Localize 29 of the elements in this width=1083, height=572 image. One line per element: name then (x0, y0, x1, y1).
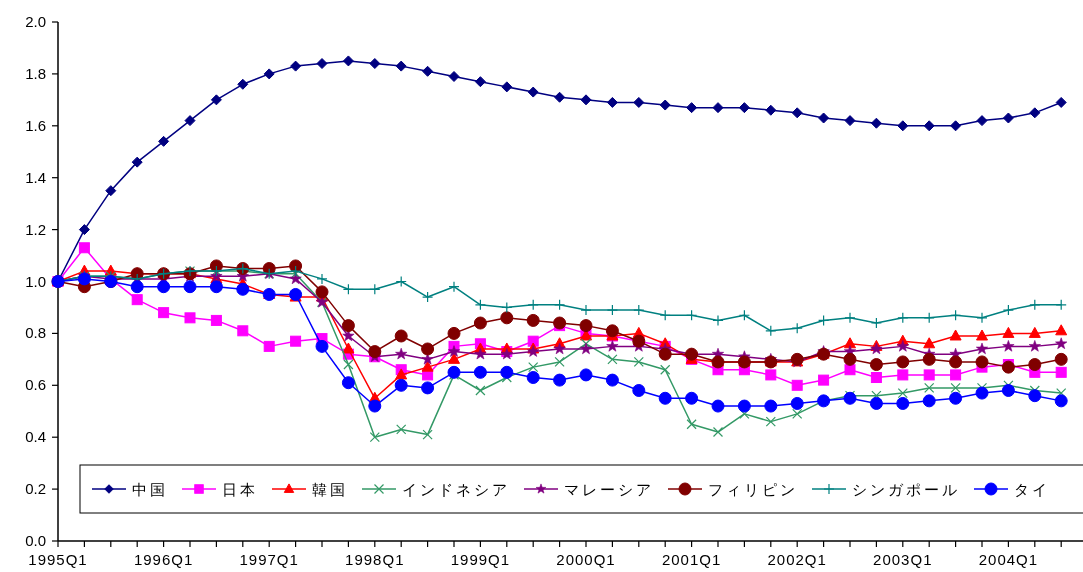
x-tick-label: 1998Q1 (345, 551, 405, 568)
y-tick-label: 0.8 (25, 324, 46, 342)
y-tick-label: 0.6 (25, 376, 46, 394)
legend-label: シンガポール (852, 481, 960, 498)
x-tick-label: 1995Q1 (28, 551, 88, 568)
y-tick-label: 0.2 (25, 480, 46, 498)
legend-label: マレーシア (564, 481, 654, 498)
legend-label: タイ (1014, 481, 1050, 498)
x-tick-label: 2002Q1 (767, 551, 827, 568)
legend-label: 中国 (132, 481, 168, 498)
x-tick-label: 1999Q1 (450, 551, 511, 568)
y-tick-label: 0.4 (25, 428, 46, 446)
y-tick-label: 0.0 (25, 532, 46, 549)
legend-label: フィリピン (708, 481, 798, 498)
x-tick-label: 1997Q1 (239, 551, 299, 568)
y-tick-label: 1.0 (25, 272, 46, 290)
y-tick-label: 1.8 (25, 64, 46, 82)
x-tick-label: 2003Q1 (873, 551, 933, 568)
legend-label: 韓国 (312, 481, 348, 498)
x-tick-label: 2000Q1 (556, 551, 616, 568)
legend-label: インドネシア (402, 481, 510, 498)
y-tick-label: 1.4 (25, 168, 46, 186)
x-tick-label: 2004Q1 (978, 551, 1039, 568)
y-tick-label: 1.2 (25, 220, 46, 238)
x-tick-label: 1996Q1 (133, 551, 194, 568)
legend-label: 日本 (222, 481, 258, 498)
x-tick-label: 2001Q1 (661, 551, 722, 568)
y-tick-label: 1.6 (25, 116, 46, 134)
y-tick-label: 2.0 (25, 13, 46, 30)
